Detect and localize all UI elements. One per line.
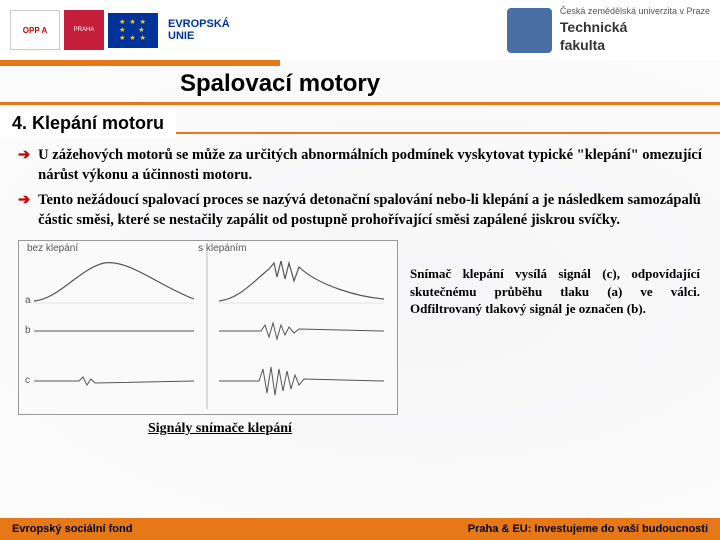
diagram-row: bez klepání s klepáním a b c Snímač klep… bbox=[18, 240, 702, 415]
row-label-b: b bbox=[25, 325, 31, 336]
eu-flag-icon: ★ ★ ★★ ★★ ★ ★ bbox=[108, 13, 158, 48]
subtitle-row: 4. Klepání motoru bbox=[0, 109, 720, 138]
bullet-arrow-icon: ➔ bbox=[18, 191, 30, 230]
footer: Evropský sociální fond Praha & EU: Inves… bbox=[0, 518, 720, 540]
uni-big2: fakulta bbox=[560, 36, 710, 54]
eu-text: EVROPSKÁ UNIE bbox=[168, 18, 230, 42]
uni-big1: Technická bbox=[560, 18, 710, 36]
faculty-text: Česká zemědělská univerzita v Praze Tech… bbox=[560, 6, 710, 54]
row-label-a: a bbox=[25, 295, 31, 306]
diagram-caption: Signály snímače klepání bbox=[148, 421, 702, 437]
bullet-text: U zážehových motorů se může za určitých … bbox=[38, 146, 702, 185]
curve-a-right bbox=[219, 261, 384, 301]
bullet-arrow-icon: ➔ bbox=[18, 146, 30, 185]
bullet-item: ➔ U zážehových motorů se může za určitýc… bbox=[18, 146, 702, 185]
signal-diagram: bez klepání s klepáním a b c bbox=[18, 240, 398, 415]
logo-praha: PRAHA bbox=[64, 10, 104, 50]
logos-left: OPP A PRAHA ★ ★ ★★ ★★ ★ ★ EVROPSKÁ UNIE bbox=[10, 10, 230, 50]
page-title: Spalovací motory bbox=[0, 66, 720, 102]
diagram-label-right: s klepáním bbox=[198, 243, 246, 254]
subtitle-line bbox=[176, 109, 720, 134]
logos-right: Česká zemědělská univerzita v Praze Tech… bbox=[507, 6, 710, 54]
row-label-c: c bbox=[25, 375, 30, 386]
curve-c-left bbox=[34, 377, 194, 385]
faculty-icon bbox=[507, 8, 552, 53]
diagram-label-left: bez klepání bbox=[27, 243, 78, 254]
content: ➔ U zážehových motorů se může za určitýc… bbox=[0, 138, 720, 445]
signal-svg: a b c bbox=[19, 241, 397, 414]
footer-left: Evropský sociální fond bbox=[12, 523, 132, 535]
bullet-text: Tento nežádoucí spalovací proces se nazý… bbox=[38, 191, 702, 230]
header: OPP A PRAHA ★ ★ ★★ ★★ ★ ★ EVROPSKÁ UNIE … bbox=[0, 0, 720, 60]
footer-right: Praha & EU: Investujeme do vaší budoucno… bbox=[468, 523, 708, 535]
section-title: 4. Klepání motoru bbox=[0, 109, 176, 138]
uni-small: Česká zemědělská univerzita v Praze bbox=[560, 6, 710, 18]
title-underline bbox=[0, 102, 720, 105]
diagram-description: Snímač klepání vysílá signál (c), odpoví… bbox=[410, 240, 700, 318]
logo-oppa: OPP A bbox=[10, 10, 60, 50]
curve-b-right bbox=[219, 323, 384, 339]
curve-a-left bbox=[34, 263, 194, 301]
curve-c-right bbox=[219, 367, 384, 395]
bullet-item: ➔ Tento nežádoucí spalovací proces se na… bbox=[18, 191, 702, 230]
